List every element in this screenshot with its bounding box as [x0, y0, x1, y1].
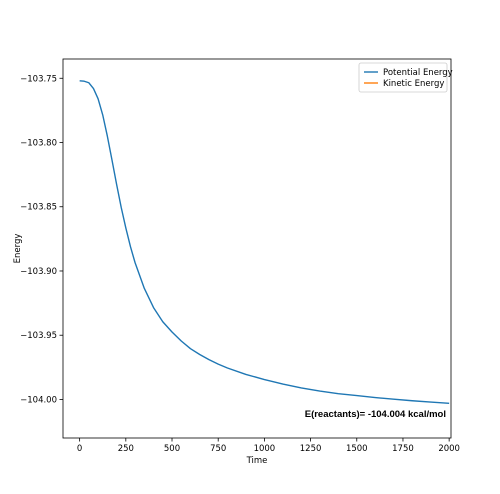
- y-tick-label: −103.90: [20, 267, 57, 277]
- x-tick-label: 250: [118, 444, 134, 454]
- series-line-0: [79, 80, 450, 405]
- y-tick-label: −104.00: [20, 395, 57, 405]
- legend-label-0: Potential Energy: [383, 68, 453, 78]
- y-axis-label: Energy: [13, 234, 23, 264]
- reactant-energy-annotation: E(reactants)= -104.004 kcal/mol: [305, 409, 446, 420]
- y-tick-label: −103.95: [20, 331, 57, 341]
- y-tick-label: −103.80: [20, 139, 57, 149]
- y-tick-label: −103.75: [20, 74, 57, 84]
- y-tick-label: −103.85: [20, 203, 57, 213]
- x-tick-label: 1750: [392, 444, 414, 454]
- x-tick-label: 1500: [346, 444, 368, 454]
- x-tick-label: 1250: [300, 444, 322, 454]
- axes-frame: [62, 58, 452, 439]
- legend-label-1: Kinetic Energy: [383, 79, 444, 89]
- x-tick-label: 500: [164, 444, 180, 454]
- legend-box: [358, 62, 448, 93]
- x-tick-label: 2000: [438, 444, 460, 454]
- x-tick-label: 0: [77, 444, 82, 454]
- x-tick-label: 1000: [254, 444, 276, 454]
- x-tick-label: 750: [210, 444, 226, 454]
- x-axis-label: Time: [246, 456, 268, 466]
